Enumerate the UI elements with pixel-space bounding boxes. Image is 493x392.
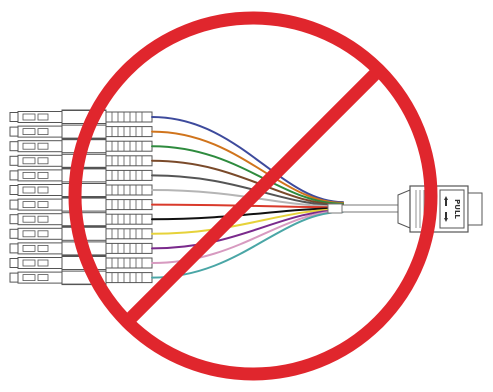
fiber-strand [151, 208, 344, 235]
fiber-strand [151, 203, 344, 209]
fiber-strand [151, 207, 344, 221]
prohibition-icon [68, 11, 438, 381]
duplex-clip [61, 167, 107, 198]
arrow-icon [444, 196, 448, 206]
fiber-strand [151, 116, 344, 204]
fiber-strand [151, 130, 344, 204]
fiber-strand [151, 145, 344, 205]
fiber-strand [151, 209, 344, 250]
fiber-strand [151, 159, 344, 206]
arrow-icon [444, 212, 448, 222]
pull-label: PULL [453, 199, 461, 219]
mpo-connector: PUSH PULL [397, 185, 483, 233]
lc-connector [9, 110, 153, 124]
mpo-trunk-cable [327, 203, 399, 214]
lc-connector [9, 270, 153, 285]
